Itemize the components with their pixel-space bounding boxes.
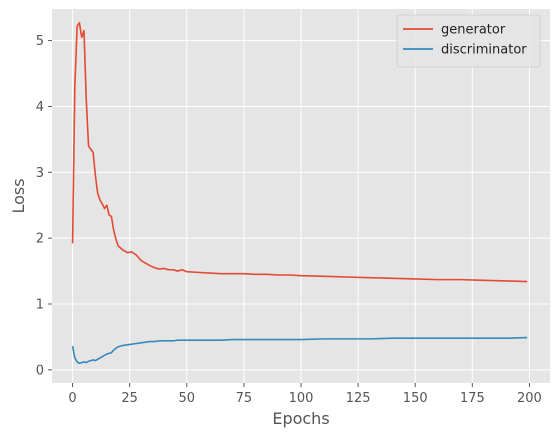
series-line-generator [71, 22, 528, 283]
x-axis-label: Epochs [272, 409, 329, 428]
x-tick-label: 200 [517, 391, 542, 406]
legend-box [396, 14, 541, 68]
x-tick-label: 175 [460, 391, 485, 406]
x-axis-ticks: 0 25 50 75 100 125 150 175 200 [68, 383, 542, 406]
x-tick-label: 75 [236, 391, 253, 406]
y-axis-label: Loss [9, 178, 28, 213]
grid-lines [52, 9, 550, 383]
x-tick-label: 150 [403, 391, 428, 406]
series-lines [71, 22, 528, 365]
legend-label-generator: generator [441, 23, 506, 38]
x-tick-label: 25 [121, 391, 138, 406]
y-tick-label: 3 [36, 166, 44, 181]
legend-label-discriminator: discriminator [441, 43, 527, 58]
y-tick-label: 0 [36, 363, 44, 378]
y-tick-label: 1 [36, 297, 44, 312]
x-tick-label: 0 [68, 391, 76, 406]
x-tick-label: 50 [179, 391, 196, 406]
y-tick-label: 2 [36, 232, 44, 247]
x-tick-label: 125 [346, 391, 371, 406]
series-line-discriminator [71, 336, 528, 365]
x-tick-label: 100 [289, 391, 314, 406]
y-axis-ticks: 0 1 2 3 4 5 [36, 34, 52, 378]
y-tick-label: 4 [36, 100, 44, 115]
y-tick-label: 5 [36, 34, 44, 49]
legend: generator discriminator [396, 14, 541, 68]
